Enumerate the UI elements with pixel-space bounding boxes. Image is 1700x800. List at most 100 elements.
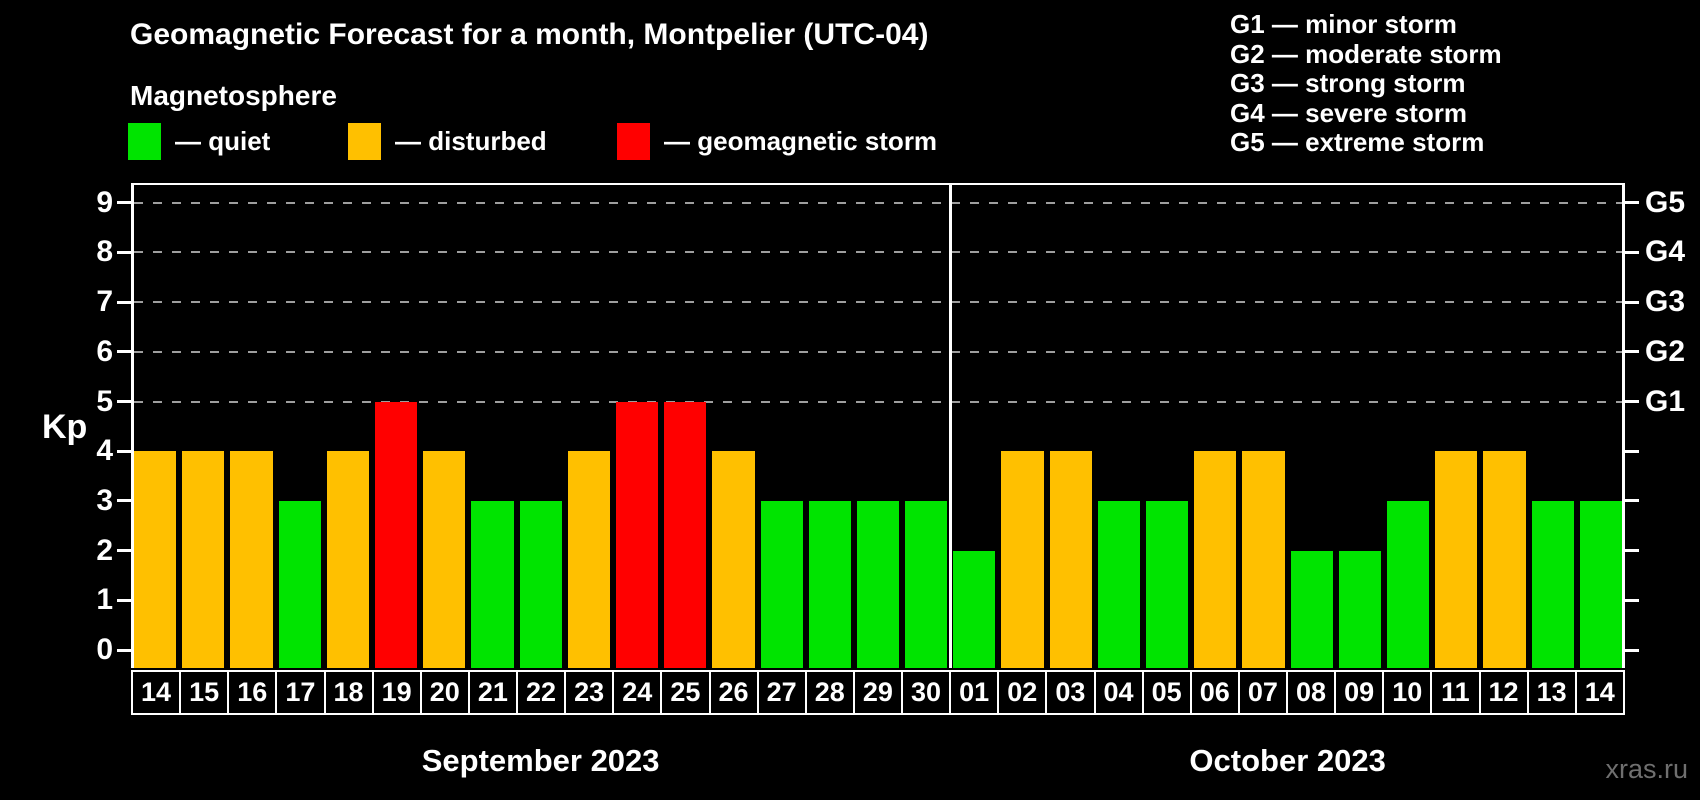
y-tick-label-9: 9	[96, 185, 113, 219]
day-label: 29	[852, 670, 903, 715]
kp-bar	[1338, 550, 1382, 668]
y-tick-label-1: 1	[96, 583, 113, 617]
kp-bar	[808, 500, 851, 668]
y-tick-label-2: 2	[96, 533, 113, 567]
kp-bar	[230, 451, 273, 668]
kp-bar	[712, 451, 755, 668]
month-label-1: October 2023	[1189, 743, 1386, 778]
gridline-kp7	[134, 301, 1622, 304]
right-axis-label-g4: G4	[1645, 235, 1686, 269]
gridline-kp9	[134, 201, 1622, 204]
day-label: 19	[371, 670, 422, 715]
y-tick-label-4: 4	[96, 434, 113, 468]
y-tick-left-3	[117, 499, 131, 503]
y-tick-label-7: 7	[96, 285, 113, 319]
day-label: 27	[756, 670, 807, 715]
day-label: 06	[1189, 670, 1240, 715]
kp-bar	[856, 500, 900, 668]
day-label: 22	[516, 670, 567, 715]
day-label: 13	[1526, 670, 1577, 715]
plot-top-border	[131, 183, 1625, 185]
left-axis-line	[131, 183, 134, 668]
g-scale-legend: G1 — minor storm G2 — moderate storm G3 …	[1230, 9, 1502, 158]
y-tick-right-5	[1625, 400, 1639, 403]
kp-bar	[760, 500, 803, 668]
month-divider	[948, 183, 952, 668]
y-tick-right-2	[1625, 549, 1639, 553]
y-tick-left-7	[117, 300, 131, 304]
watermark: xras.ru	[1605, 754, 1688, 784]
quiet-color-swatch	[128, 122, 161, 160]
day-label: 14	[131, 670, 182, 715]
day-label: 26	[708, 670, 759, 715]
kp-bar	[182, 451, 225, 668]
kp-bar	[471, 500, 514, 668]
legend-item-storm: — geomagnetic storm	[617, 121, 937, 161]
month-label-0: September 2023	[421, 743, 660, 778]
day-label: 05	[1141, 670, 1192, 715]
y-tick-right-0	[1625, 648, 1639, 652]
y-tick-left-1	[117, 598, 131, 602]
day-label: 16	[227, 670, 278, 715]
day-label: 09	[1334, 670, 1385, 715]
x-axis-day-labels: 14 15 16 17 18 19 20 21 22 23 24 25 26 27 28 29 30 01 02 03…	[131, 670, 1625, 715]
kp-bar	[1435, 451, 1478, 668]
day-label: 08	[1286, 670, 1337, 715]
y-tick-left-0	[117, 648, 131, 652]
kp-bar	[1001, 451, 1044, 668]
y-tick-label-6: 6	[96, 334, 113, 368]
day-label: 24	[612, 670, 663, 715]
g-legend-row-g5: G5 — extreme storm	[1230, 127, 1485, 157]
g-legend-row-g2: G2 — moderate storm	[1230, 38, 1502, 69]
day-label: 17	[275, 670, 326, 715]
g-legend-row-g3: G3 — strong storm	[1230, 68, 1466, 98]
kp-bar	[664, 401, 707, 668]
day-label: 20	[419, 670, 470, 715]
kp-bar	[1579, 500, 1622, 668]
g-legend-row-g1: G1 — minor storm	[1230, 9, 1457, 39]
y-tick-label-0: 0	[96, 633, 113, 666]
day-label: 12	[1478, 670, 1529, 715]
legend-label-storm: — geomagnetic storm	[664, 125, 938, 156]
legend-item-quiet: — quiet	[128, 121, 270, 161]
day-label: 02	[997, 670, 1048, 715]
y-tick-right-7	[1625, 300, 1639, 304]
day-label: 28	[804, 670, 855, 715]
kp-bar	[1290, 550, 1333, 668]
kp-bar	[1242, 451, 1285, 668]
right-axis-label-g3: G3	[1645, 285, 1686, 319]
legend-item-disturbed: — disturbed	[348, 121, 547, 161]
y-tick-label-5: 5	[96, 384, 113, 418]
day-label: 01	[949, 670, 1000, 715]
y-tick-right-8	[1625, 250, 1639, 254]
day-label: 14	[1574, 670, 1625, 715]
right-axis-label-g1: G1	[1645, 384, 1686, 418]
kp-bar	[1531, 500, 1574, 668]
y-tick-left-8	[117, 250, 131, 254]
day-label: 07	[1237, 670, 1288, 715]
chart-subtitle: Magnetosphere	[130, 80, 337, 111]
kp-bar	[374, 401, 418, 668]
kp-bar	[1146, 500, 1189, 668]
kp-bar	[905, 500, 948, 668]
storm-color-swatch	[617, 122, 650, 160]
plot-area: 0 1 2 3 4 5 6 7 8 9 G1 G2 G3 G4 G5	[96, 183, 1685, 668]
kp-bar	[326, 451, 369, 668]
y-tick-left-5	[117, 400, 131, 403]
kp-bar	[953, 550, 996, 668]
day-label: 10	[1382, 670, 1433, 715]
kp-bar	[423, 451, 466, 668]
y-tick-right-6	[1625, 350, 1639, 354]
legend-label-disturbed: — disturbed	[395, 125, 547, 156]
day-label: 18	[323, 670, 374, 715]
y-tick-right-9	[1625, 201, 1639, 205]
day-label: 15	[179, 670, 230, 715]
y-tick-left-6	[117, 350, 131, 354]
y-tick-left-9	[117, 201, 131, 205]
kp-bar	[1049, 451, 1092, 668]
kp-bar	[1097, 500, 1141, 668]
right-axis-label-g2: G2	[1645, 334, 1686, 368]
y-tick-left-4	[117, 449, 131, 453]
kp-bar	[1387, 500, 1430, 668]
